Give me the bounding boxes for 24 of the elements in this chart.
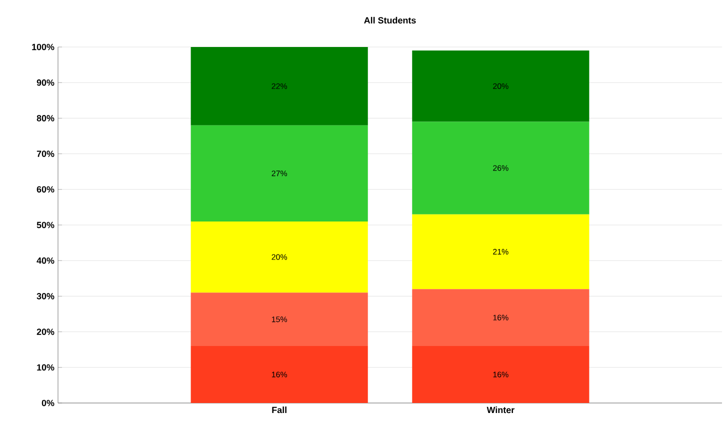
- bar: [412, 214, 590, 290]
- y-tick-label: 20%: [36, 328, 54, 335]
- bar: [190, 221, 368, 293]
- x-tick-label: Fall: [272, 406, 286, 414]
- y-tick-label: 90%: [36, 79, 54, 86]
- y-tick-label: 0%: [42, 400, 54, 406]
- y-tick-label: 100%: [32, 44, 54, 50]
- y-tick-label: 60%: [36, 186, 54, 193]
- bar: [412, 346, 590, 403]
- bar: [190, 46, 368, 126]
- bar: [190, 346, 368, 403]
- y-tick-label: 40%: [36, 257, 54, 264]
- bar: [412, 122, 590, 214]
- chart-title: All Students: [364, 16, 416, 24]
- bar: [412, 289, 590, 346]
- y-tick-label: 10%: [37, 364, 54, 371]
- y-tick-label: 50%: [36, 222, 54, 228]
- x-tick-label: Winter: [486, 406, 514, 414]
- bar: [190, 125, 368, 222]
- y-tick-label: 80%: [36, 115, 54, 122]
- bar: [190, 292, 368, 346]
- y-tick-label: 70%: [36, 150, 54, 157]
- bar: [412, 50, 590, 122]
- y-tick-label: 30%: [36, 293, 54, 300]
